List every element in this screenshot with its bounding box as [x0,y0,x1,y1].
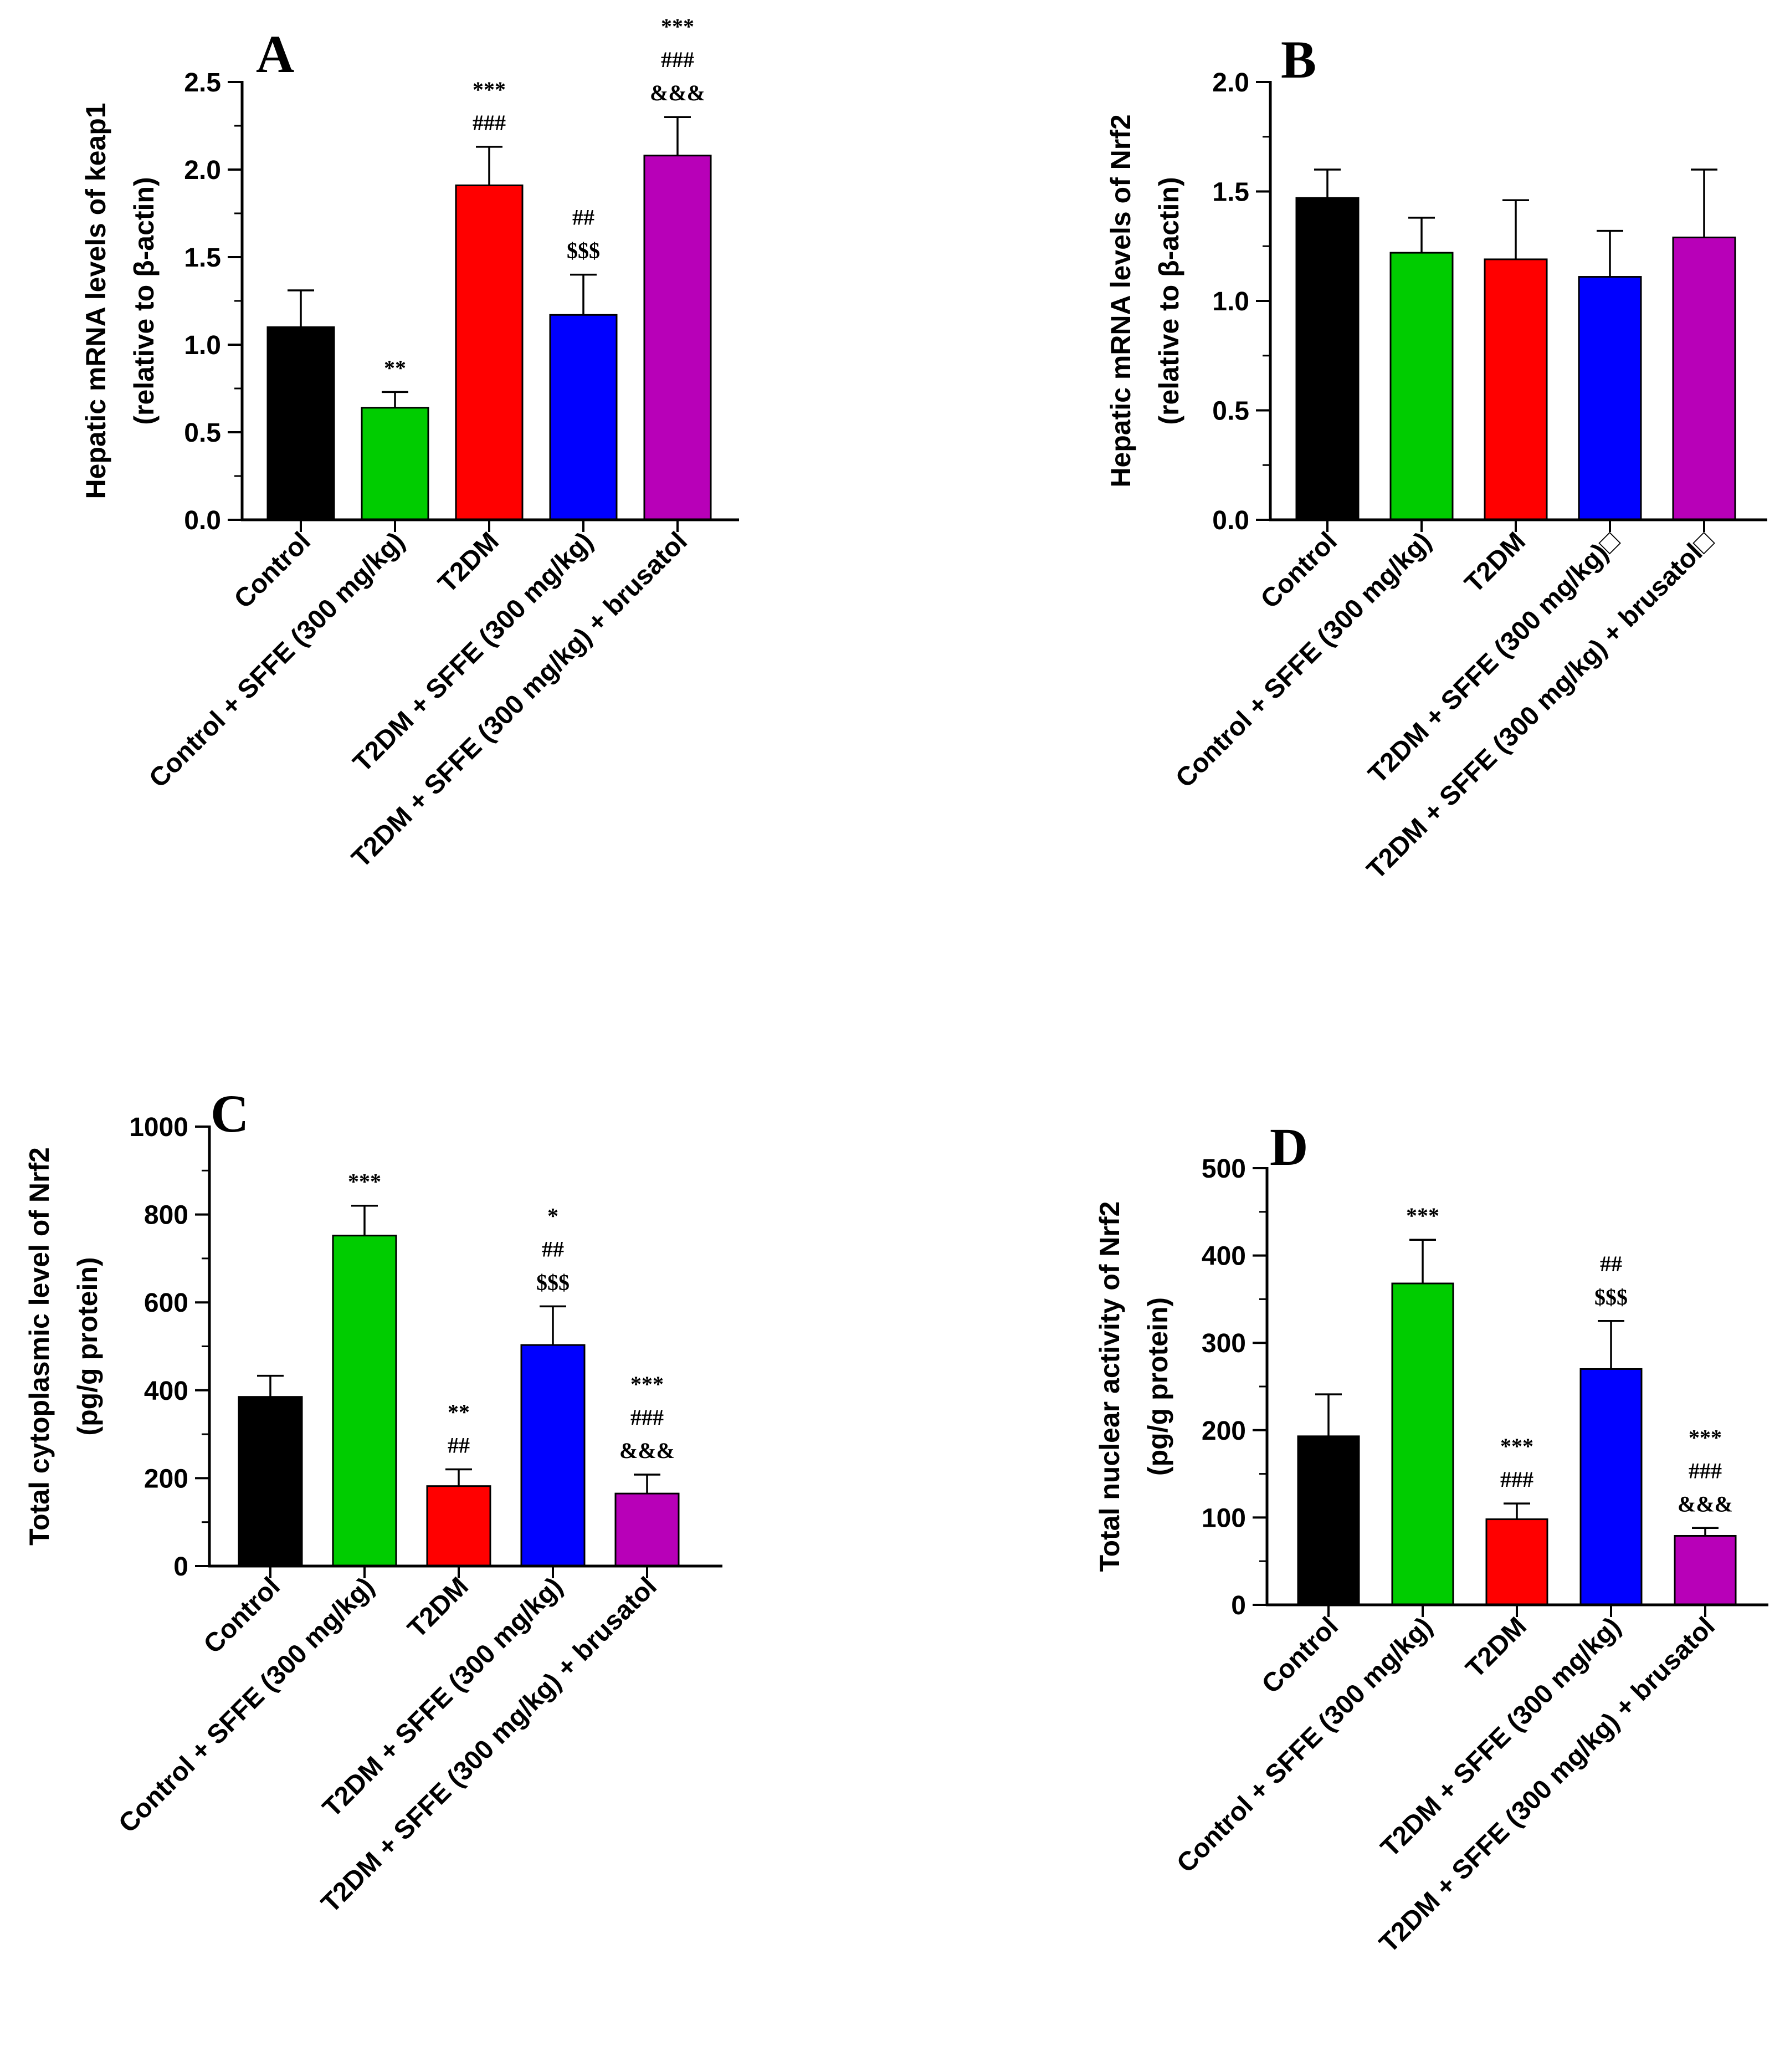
significance-label: ## [542,1236,564,1261]
panel-letter: D [1270,1117,1308,1176]
significance-label: *** [630,1372,664,1396]
y-tick-label: 300 [1202,1329,1246,1358]
y-tick-label: 0.0 [1212,506,1249,535]
panel-letter: A [256,24,294,84]
bar [1389,252,1454,521]
significance-label: *** [1406,1203,1439,1228]
y-axis-label: Total cytoplasmic level of Nrf2 [24,1147,55,1546]
category-label: Control [1255,526,1343,614]
significance-label: *** [1689,1425,1722,1450]
category-label: Control [1256,1611,1344,1699]
category-label: Control [229,526,316,614]
y-tick-label: 800 [144,1201,188,1230]
panel-letter: C [211,1084,249,1143]
significance-label: ### [661,47,694,72]
significance-label: ### [473,110,506,135]
significance-label: ### [630,1405,664,1430]
significance-label: &&& [650,80,705,105]
bar [332,1235,397,1567]
y-tick-label: 0 [1231,1591,1246,1620]
category-label: T2DM + SFFE (300 mg/kg) + brusatol [1374,1611,1721,1958]
y-tick-label: 200 [144,1464,188,1493]
y-axis-label: (relative to β-actin) [129,177,160,424]
significance-label: &&& [619,1438,675,1463]
bar [1297,1435,1360,1606]
bar [1579,1368,1643,1606]
y-tick-label: 1.0 [184,331,221,360]
y-tick-label: 0.5 [184,418,221,448]
category-label: T2DM [1459,526,1531,598]
y-tick-label: 100 [1202,1503,1246,1533]
bar [455,184,524,521]
y-tick-label: 2.0 [184,156,221,185]
significance-label: ## [448,1433,470,1458]
y-axis-label: Hepatic mRNA levels of Nrf2 [1105,114,1136,487]
category-label: T2DM [433,526,505,598]
bar [1578,276,1642,521]
panel-letter: B [1281,30,1316,89]
significance-label: $$$ [536,1270,570,1295]
significance-label: ** [448,1400,470,1425]
y-tick-label: 0 [173,1552,188,1582]
category-label: T2DM [1460,1611,1532,1684]
bar [1484,258,1548,521]
bar [1295,197,1360,521]
significance-label: $$$ [567,238,600,263]
y-tick-label: 2.5 [184,68,221,98]
significance-label: &&& [1678,1491,1733,1516]
bar [1672,236,1736,521]
category-label: T2DM + SFFE (300 mg/kg) + brusatol [346,526,693,873]
y-tick-label: 1000 [129,1113,188,1142]
bar [643,155,712,521]
y-tick-label: 0.0 [184,506,221,535]
bar [1485,1518,1548,1606]
chart-panel-a: Control**Control + SFFE (300 mg/kg)***##… [80,14,739,873]
significance-label: ## [1600,1251,1622,1276]
significance-label: *** [1500,1434,1533,1459]
y-axis-label: (relative to β-actin) [1153,177,1184,424]
y-tick-label: 400 [1202,1242,1246,1271]
significance-label: *** [661,14,694,39]
significance-label: ## [572,205,594,230]
significance-label: ### [1500,1467,1533,1492]
significance-label: ### [1689,1458,1722,1483]
category-label: T2DM [402,1572,474,1644]
y-axis-label: Hepatic mRNA levels of keap1 [80,103,111,499]
y-tick-label: 0.5 [1212,397,1249,426]
bar [361,407,429,521]
category-label: T2DM + SFFE (300 mg/kg) + brusatol [316,1572,663,1918]
y-tick-label: 200 [1202,1416,1246,1446]
significance-label: * [547,1203,558,1228]
bar [238,1396,303,1567]
y-axis-label: Total nuclear activity of Nrf2 [1094,1201,1125,1572]
y-axis-label: (pg/g protein) [1142,1297,1173,1476]
y-axis-label: (pg/g protein) [72,1257,103,1435]
bar [549,314,618,521]
y-tick-label: 400 [144,1377,188,1406]
y-tick-label: 1.5 [1212,178,1249,207]
bar [614,1492,680,1567]
chart-panel-d: Control***Control + SFFE (300 mg/kg)***#… [1094,1117,1768,1958]
y-tick-label: 1.0 [1212,287,1249,316]
bar [266,326,335,521]
y-tick-label: 2.0 [1212,68,1249,98]
category-label: Control [198,1572,286,1659]
significance-label: *** [473,77,506,102]
significance-label: *** [348,1169,381,1194]
bar [520,1344,586,1567]
significance-label: $$$ [1594,1285,1628,1309]
y-tick-label: 500 [1202,1154,1246,1184]
significance-label: ** [384,355,406,380]
y-tick-label: 600 [144,1288,188,1318]
bar [1391,1282,1454,1606]
chart-panel-c: Control***Control + SFFE (300 mg/kg)**##… [24,1084,722,1918]
bar [426,1485,491,1567]
bar [1674,1534,1737,1606]
y-tick-label: 1.5 [184,243,221,273]
category-label: T2DM + SFFE (300 mg/kg) + brusatol□ [1361,526,1719,884]
